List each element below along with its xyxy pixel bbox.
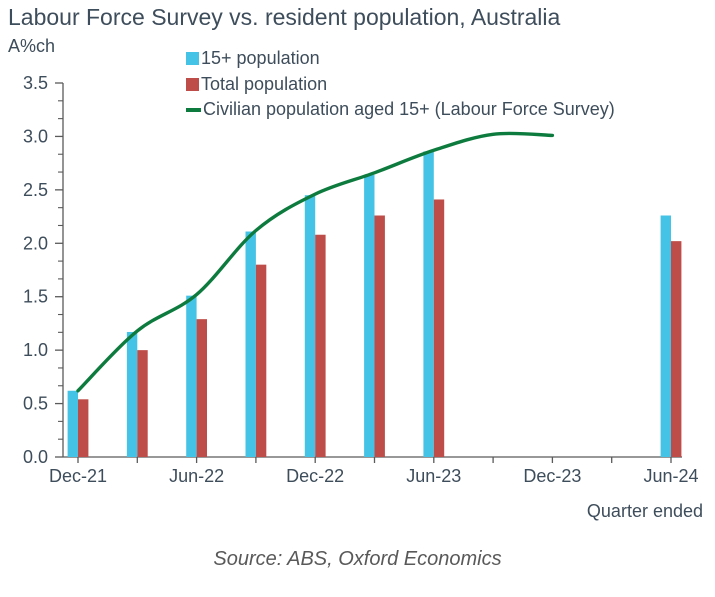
bar-total-population: [671, 241, 682, 457]
page-title: Labour Force Survey vs. resident populat…: [8, 4, 561, 30]
x-tick-label: Jun-22: [169, 466, 224, 486]
bar-15plus-population: [304, 195, 316, 457]
x-tick-label: Dec-21: [49, 466, 107, 486]
y-tick-label: 2.5: [23, 180, 48, 200]
legend: 15+ population Total population Civilian…: [186, 46, 615, 123]
legend-swatch-civilian-population-line: [186, 108, 201, 112]
source-note: Source: ABS, Oxford Economics: [213, 548, 502, 570]
bar-total-population: [433, 199, 445, 457]
bar-15plus-population: [423, 151, 434, 458]
legend-label-total-population: Total population: [201, 73, 328, 94]
y-axis-unit-label: A%ch: [8, 36, 56, 56]
y-tick-label: 1.0: [23, 340, 48, 360]
bar-total-population: [137, 350, 148, 457]
x-tick-label: Dec-23: [523, 466, 581, 486]
y-tick-label: 1.5: [23, 287, 48, 307]
bar-15plus-population: [245, 231, 256, 457]
bar-15plus-population: [660, 215, 671, 457]
civilian-population-lfs-line: [76, 131, 555, 393]
y-tick-label: 0.0: [23, 447, 48, 467]
bar-total-population: [374, 215, 385, 457]
legend-item-civilian-population-line: Civilian population aged 15+ (Labour For…: [186, 97, 615, 123]
x-axis-title: Quarter ended: [586, 501, 703, 521]
bar-total-population: [196, 319, 207, 457]
legend-swatch-total-population: [186, 77, 199, 91]
y-tick-label: 3.5: [23, 73, 48, 93]
bar-total-population: [315, 234, 326, 457]
y-tick-label: 3.0: [23, 126, 48, 146]
bar-total-population: [255, 264, 267, 457]
legend-item-total-population: Total population: [186, 72, 615, 98]
x-tick-label: Jun-24: [643, 466, 698, 486]
x-tick-label: Jun-23: [406, 466, 461, 486]
bar-15plus-population: [364, 174, 375, 457]
legend-item-15plus-population: 15+ population: [186, 46, 615, 72]
x-tick-label: Dec-22: [286, 466, 344, 486]
legend-label-15plus-population: 15+ population: [201, 48, 320, 69]
y-tick-label: 2.0: [23, 233, 48, 253]
bar-total-population: [78, 399, 89, 457]
bar-15plus-population: [67, 390, 78, 457]
y-tick-label: 0.5: [23, 394, 48, 414]
chart-svg: 0.0 0.5 1.0 1.5 2.0 2.5 3.0 3.5 Dec-21 Jun-22 Dec-…: [23, 73, 699, 486]
legend-label-civilian-population-line: Civilian population aged 15+ (Labour For…: [203, 99, 615, 120]
bar-15plus-population: [126, 331, 138, 457]
legend-swatch-15plus-population: [186, 52, 199, 66]
bar-15plus-population: [186, 295, 197, 457]
